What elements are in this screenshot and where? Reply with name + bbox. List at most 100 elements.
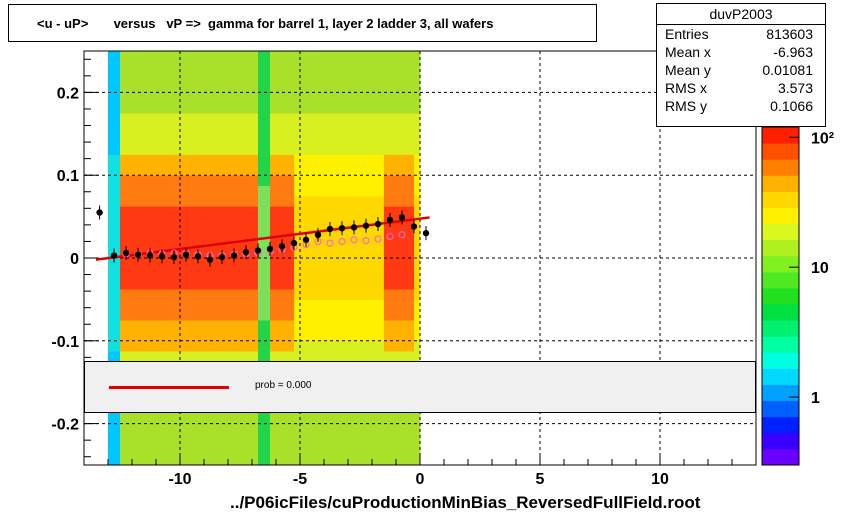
heatmap-cell (162, 351, 169, 362)
heatmap-cell (186, 268, 193, 280)
heatmap-cell (138, 237, 145, 249)
heatmap-cell (276, 340, 283, 352)
heatmap-cell (354, 195, 361, 207)
heatmap-cell (276, 51, 283, 62)
heatmap-cell (186, 164, 193, 176)
heatmap-cell (396, 123, 403, 135)
heatmap-cell (366, 258, 373, 269)
heatmap-cell (228, 258, 235, 269)
heatmap-cell (234, 133, 241, 145)
heatmap-cell (294, 413, 301, 424)
heatmap-cell (246, 299, 253, 311)
heatmap-cell (372, 164, 379, 176)
heatmap-cell (240, 216, 247, 228)
heatmap-cell (114, 226, 121, 238)
heatmap-cell (342, 195, 349, 207)
heatmap-cell (354, 216, 361, 228)
heatmap-cell (270, 51, 277, 62)
heatmap-cell (132, 268, 139, 280)
heatmap-cell (168, 144, 175, 155)
heatmap-cell (246, 133, 253, 145)
heatmap-cell (330, 299, 337, 311)
heatmap-cell (258, 154, 265, 166)
heatmap-cell (210, 454, 217, 466)
heatmap-cell (168, 423, 175, 435)
heatmap-cell (378, 226, 385, 238)
heatmap-cell (240, 309, 247, 321)
heatmap-cell (414, 206, 421, 217)
heatmap-cell (384, 320, 391, 331)
y-tick-label: 0.2 (57, 85, 79, 102)
heatmap-cell (168, 175, 175, 186)
heatmap-cell (336, 454, 343, 466)
heatmap-cell (120, 206, 127, 217)
heatmap-cell (132, 51, 139, 62)
heatmap-cell (384, 454, 391, 466)
heatmap-cell (138, 423, 145, 435)
heatmap-cell (306, 268, 313, 280)
heatmap-cell (222, 320, 229, 331)
heatmap-cell (294, 309, 301, 321)
heatmap-cell (408, 113, 415, 124)
heatmap-cell (150, 123, 157, 135)
heatmap-cell (138, 175, 145, 186)
heatmap-cell (390, 133, 397, 145)
palette-segment (762, 287, 799, 305)
heatmap-cell (288, 226, 295, 238)
heatmap-cell (168, 278, 175, 290)
heatmap-cell (228, 289, 235, 300)
heatmap-cell (132, 413, 139, 424)
heatmap-cell (384, 444, 391, 456)
heatmap-cell (414, 340, 421, 352)
heatmap-cell (366, 216, 373, 228)
heatmap-cell (114, 299, 121, 311)
heatmap-cell (396, 320, 403, 331)
heatmap-cell (354, 247, 361, 259)
heatmap-cell (312, 320, 319, 331)
heatmap-cell (318, 289, 325, 300)
heatmap-cell (216, 320, 223, 331)
heatmap-cell (132, 133, 139, 145)
heatmap-cell (402, 247, 409, 259)
heatmap-cell (354, 206, 361, 217)
heatmap-cell (282, 309, 289, 321)
heatmap-cell (354, 258, 361, 269)
heatmap-cell (240, 454, 247, 466)
heatmap-cell (120, 340, 127, 352)
heatmap-cell (348, 164, 355, 176)
heatmap-cell (276, 92, 283, 104)
heatmap-cell (330, 226, 337, 238)
heatmap-cell (408, 61, 415, 73)
heatmap-cell (114, 175, 121, 186)
heatmap-cell (318, 206, 325, 217)
heatmap-cell (288, 309, 295, 321)
heatmap-cell (324, 299, 331, 311)
heatmap-cell (306, 154, 313, 166)
heatmap-cell (138, 340, 145, 352)
heatmap-cell (366, 154, 373, 166)
heatmap-cell (360, 51, 367, 62)
heatmap-cell (300, 102, 307, 114)
heatmap-cell (378, 320, 385, 331)
heatmap-cell (108, 175, 115, 186)
heatmap-cell (126, 92, 133, 104)
heatmap-cell (114, 444, 121, 456)
heatmap-cell (180, 351, 187, 362)
heatmap-cell (402, 351, 409, 362)
heatmap-cell (180, 444, 187, 456)
heatmap-cell (174, 51, 181, 62)
heatmap-cell (138, 351, 145, 362)
heatmap-cell (402, 330, 409, 342)
heatmap-cell (360, 289, 367, 300)
heatmap-cell (168, 61, 175, 73)
heatmap-cell (366, 330, 373, 342)
heatmap-cell (276, 206, 283, 217)
heatmap-cell (132, 144, 139, 155)
heatmap-cell (240, 71, 247, 83)
heatmap-cell (204, 330, 211, 342)
heatmap-cell (366, 268, 373, 280)
heatmap-cell (354, 330, 361, 342)
heatmap-cell (282, 433, 289, 445)
heatmap-cell (330, 123, 337, 135)
heatmap-cell (348, 195, 355, 207)
